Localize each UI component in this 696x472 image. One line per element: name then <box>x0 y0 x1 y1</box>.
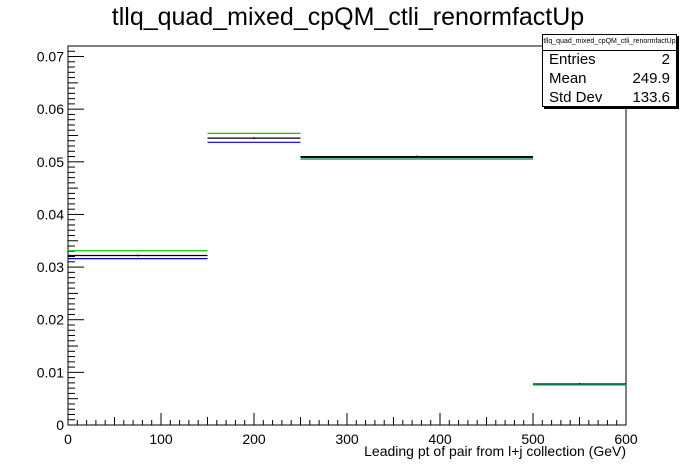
tick-labels: 0 100 200 300 400 500 600 0 0.01 0.02 0.03 0.04 0.05… <box>37 49 638 447</box>
y-tick-label: 0.04 <box>37 206 64 222</box>
y-tick-label: 0.03 <box>37 259 64 275</box>
x-tick-label: 300 <box>335 431 359 447</box>
x-tick-label: 100 <box>149 431 173 447</box>
stats-row-mean: Mean 249.9 <box>543 70 676 89</box>
axes <box>67 45 627 426</box>
stats-box-title: tllq_quad_mixed_cpQM_ctli_renormfactUp <box>543 35 676 51</box>
stats-label: Mean <box>549 70 587 87</box>
y-tick-label: 0.06 <box>37 101 64 117</box>
stats-label: Entries <box>549 51 596 68</box>
stats-value: 2 <box>661 51 670 68</box>
histogram-series-0 <box>68 137 626 385</box>
x-axis-label: Leading pt of pair from l+j collection (… <box>364 443 626 459</box>
stats-box: tllq_quad_mixed_cpQM_ctli_renormfactUp E… <box>542 34 677 107</box>
stats-value: 249.9 <box>632 70 670 87</box>
y-tick-label: 0.02 <box>37 312 64 328</box>
stats-row-stddev: Std Dev 133.6 <box>543 89 676 108</box>
y-tick-label: 0.07 <box>37 49 64 65</box>
x-tick-label: 400 <box>428 431 452 447</box>
stats-row-entries: Entries 2 <box>543 51 676 70</box>
y-tick-label: 0.05 <box>37 154 64 170</box>
stats-value: 133.6 <box>632 89 670 106</box>
histogram-series-2 <box>68 132 626 386</box>
x-tick-label: 500 <box>521 431 545 447</box>
y-tick-label: 0.01 <box>37 364 64 380</box>
x-tick-label: 0 <box>64 431 72 447</box>
histogram-series <box>68 132 626 386</box>
x-tick-label: 200 <box>242 431 266 447</box>
histogram-series-1 <box>68 141 626 386</box>
x-tick-label: 600 <box>614 431 638 447</box>
chart-title: tllq_quad_mixed_cpQM_ctli_renormfactUp <box>111 3 585 31</box>
y-tick-label: 0 <box>56 417 64 433</box>
stats-label: Std Dev <box>549 89 603 106</box>
